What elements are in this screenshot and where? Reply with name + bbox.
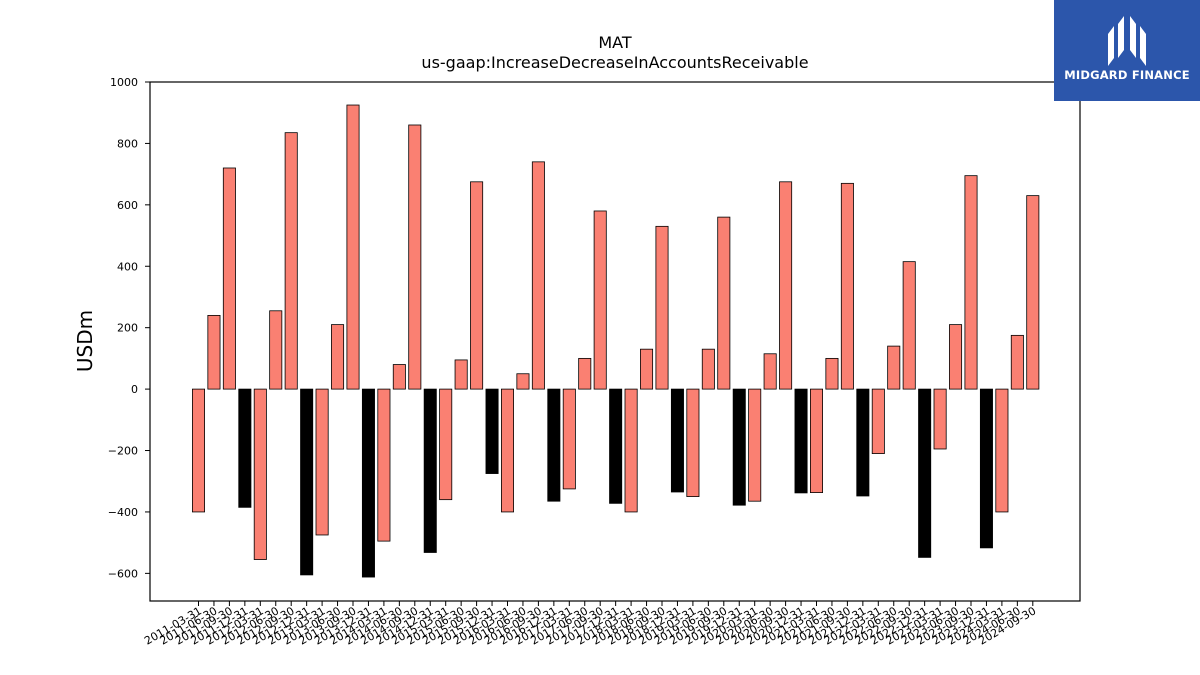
bar-2016-12-31 [547,388,561,502]
bar-2020-03-31 [748,388,762,502]
bar-2020-12-31 [794,388,808,494]
y-tick-label: 0 [131,383,138,396]
bar-2011-06-30 [207,314,221,390]
bar-2016-09-30 [531,161,545,390]
bars-group [191,104,1040,578]
bar-2017-12-31 [609,388,623,504]
bar-2015-06-30 [454,359,468,390]
bar-2012-12-31 [300,388,314,576]
bar-2018-09-30 [655,225,669,390]
bar-2022-12-31 [918,388,932,558]
bar-2015-12-31 [485,388,499,474]
bar-2014-06-30 [392,364,406,390]
bar-2020-06-30 [763,353,777,390]
bar-2012-03-31 [253,388,267,560]
bar-2014-12-31 [423,388,437,553]
bar-2019-12-31 [732,388,746,506]
y-tick-label: −200 [108,445,138,458]
bar-2018-03-31 [624,388,638,513]
bar-2014-09-30 [408,124,422,390]
bar-2012-09-30 [284,132,298,390]
bar-2017-03-31 [562,388,576,490]
bar-2015-03-31 [439,388,453,501]
bar-2017-09-30 [593,210,607,390]
bar-2022-03-31 [871,388,885,454]
y-axis-label: USDm [73,310,97,372]
midgard-logo-icon [1108,16,1146,66]
chart-subtitle: us-gaap:IncreaseDecreaseInAccountsReceiv… [421,53,808,72]
bar-2022-09-30 [902,261,916,390]
bar-2011-12-31 [238,388,252,508]
y-tick-label: −600 [108,567,138,580]
bar-2015-09-30 [470,181,484,390]
bar-2013-12-31 [361,388,375,578]
bar-2014-03-31 [377,388,391,542]
bar-2023-12-31 [979,388,993,549]
bar-2018-12-31 [670,388,684,493]
bar-2023-09-30 [964,175,978,390]
bar-2023-06-30 [949,324,963,390]
brand-name: MIDGARD FINANCE [1064,68,1190,82]
y-tick-label: 1000 [110,76,138,89]
bar-2019-09-30 [717,216,731,390]
bar-2019-03-31 [686,388,700,497]
bar-2019-06-30 [701,348,715,390]
y-tick-label: 600 [117,199,138,212]
x-axis-ticks: 2011-03-312011-06-302011-09-302011-12-31… [142,601,1038,648]
bar-2024-09-30 [1026,195,1040,390]
bar-2012-06-30 [269,310,283,390]
chart-title: MAT [598,33,632,52]
bar-2020-09-30 [779,181,793,390]
bar-2011-03-31 [191,388,205,513]
bar-2024-03-31 [995,388,1009,513]
y-tick-label: 400 [117,260,138,273]
bar-2021-06-30 [825,357,839,390]
bar-2022-06-30 [887,345,901,390]
bar-2011-09-30 [222,167,236,390]
y-tick-label: 200 [117,322,138,335]
bar-2018-06-30 [640,348,654,390]
bar-2021-09-30 [840,182,854,390]
bar-2021-12-31 [856,388,870,497]
bar-2013-09-30 [346,104,360,390]
bar-2024-06-30 [1010,334,1024,390]
bar-2013-06-30 [331,324,345,390]
y-tick-label: 800 [117,137,138,150]
brand-logo: MIDGARD FINANCE [1054,0,1200,101]
bar-2016-03-31 [500,388,514,513]
bar-2016-06-30 [516,373,530,390]
bar-2023-03-31 [933,388,947,450]
bar-2013-03-31 [315,388,329,536]
y-tick-label: −400 [108,506,138,519]
plot-frame [149,81,1081,602]
y-axis-ticks: 1000 800 600 400 200 0 −200 −400 −600 [108,76,150,580]
bar-2017-06-30 [578,357,592,390]
bar-2021-03-31 [810,388,824,493]
